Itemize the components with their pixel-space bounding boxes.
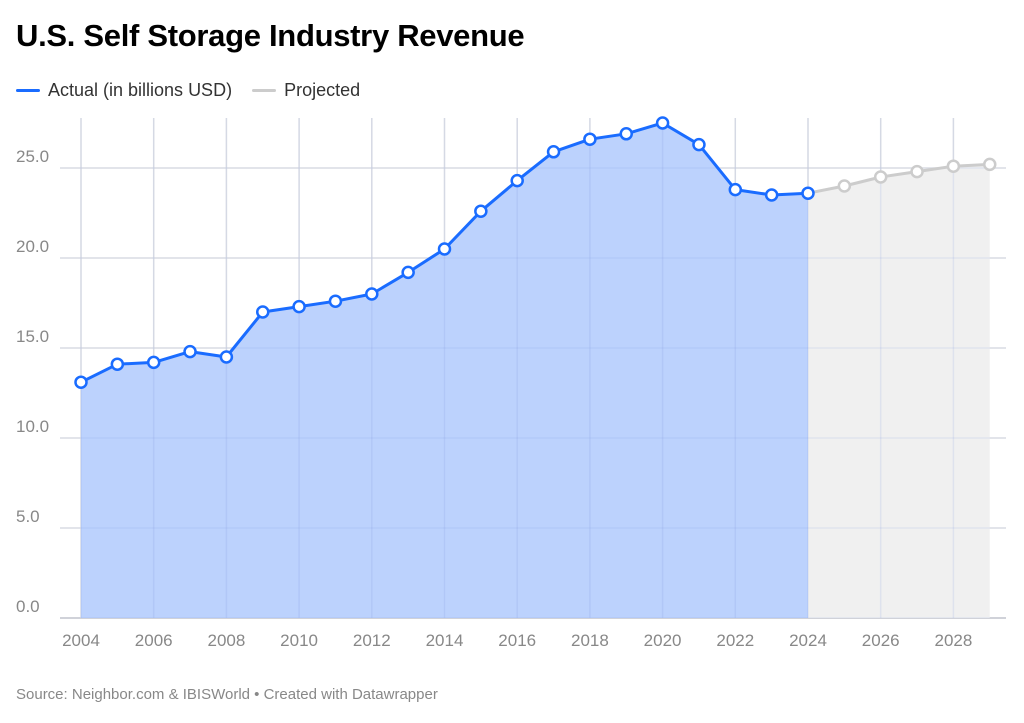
x-tick-label: 2028 — [934, 631, 972, 650]
data-point-2029 — [983, 157, 997, 172]
data-point-2021 — [692, 137, 706, 152]
data-point-2015 — [474, 204, 488, 218]
x-tick-label: 2016 — [498, 631, 536, 650]
x-tick-label: 2020 — [644, 631, 682, 650]
chart-title: U.S. Self Storage Industry Revenue — [16, 18, 525, 53]
data-point-2007 — [183, 344, 197, 359]
y-tick-label: 0.0 — [16, 597, 40, 616]
legend-item-projected: Projected — [252, 80, 360, 101]
y-tick-label: 20.0 — [16, 237, 49, 256]
data-point-2027 — [910, 164, 924, 179]
x-tick-label: 2012 — [353, 631, 391, 650]
data-point-2025 — [837, 179, 852, 193]
legend-label-actual: Actual (in billions USD) — [48, 80, 233, 100]
area-projected — [808, 164, 990, 618]
y-tick-label: 25.0 — [16, 147, 49, 166]
area-actual — [81, 123, 808, 618]
x-tick-label: 2024 — [789, 631, 827, 650]
data-point-2028 — [946, 159, 961, 173]
data-point-2010 — [292, 299, 306, 314]
x-tick-label: 2010 — [280, 631, 318, 650]
data-point-2022 — [728, 182, 743, 197]
legend-item-actual: Actual (in billions USD) — [16, 80, 232, 101]
data-point-2006 — [146, 355, 161, 370]
data-point-2020 — [655, 116, 670, 130]
data-point-2024 — [801, 186, 815, 200]
data-point-2011 — [328, 294, 343, 308]
x-tick-label: 2008 — [207, 631, 245, 650]
x-tick-label: 2026 — [862, 631, 900, 650]
data-point-2019 — [619, 127, 633, 141]
data-point-2023 — [764, 188, 779, 202]
legend-swatch-projected — [252, 89, 277, 92]
y-tick-label: 5.0 — [16, 507, 40, 526]
x-tick-label: 2014 — [426, 631, 464, 650]
x-tick-label: 2004 — [62, 631, 100, 650]
x-tick-label: 2006 — [135, 631, 173, 650]
data-point-2013 — [401, 265, 415, 280]
x-tick-label: 2018 — [571, 631, 609, 650]
data-point-2026 — [873, 170, 888, 184]
data-point-2012 — [365, 287, 379, 301]
data-point-2017 — [546, 145, 561, 159]
x-tick-label: 2022 — [716, 631, 754, 650]
legend-label-projected: Projected — [284, 80, 361, 100]
source-note: Source: Neighbor.com & IBISWorld • Creat… — [16, 686, 438, 703]
y-tick-label: 10.0 — [16, 417, 49, 436]
data-point-2008 — [219, 350, 234, 364]
data-point-2014 — [437, 242, 452, 256]
data-point-2005 — [110, 357, 125, 371]
y-tick-label: 15.0 — [16, 327, 49, 346]
data-point-2009 — [256, 305, 270, 319]
legend-swatch-actual — [16, 89, 40, 92]
data-point-2016 — [510, 173, 524, 188]
legend: Actual (in billions USD) Projected — [16, 80, 360, 101]
data-point-2004 — [74, 375, 88, 389]
data-point-2018 — [583, 132, 597, 146]
